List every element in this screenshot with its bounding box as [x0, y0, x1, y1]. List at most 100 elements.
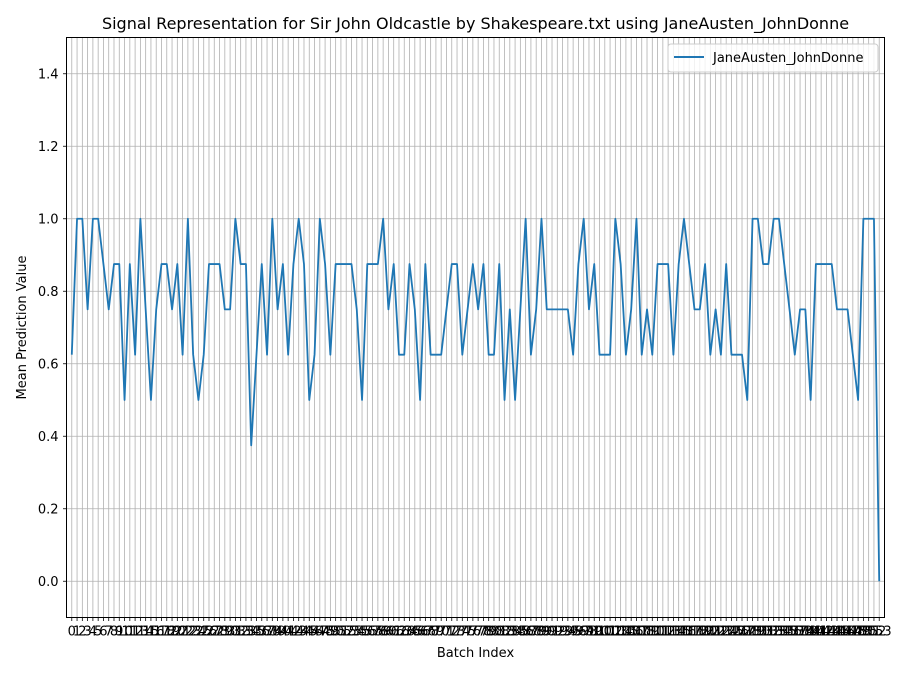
- x-tick-label: 13: [132, 625, 149, 640]
- x-tick-label: 136: [777, 625, 802, 640]
- x-tick-label: 107: [624, 625, 649, 640]
- x-tick-label: 9: [115, 625, 123, 640]
- x-tick-label: 64: [401, 625, 418, 640]
- x-tick-label: 105: [613, 625, 638, 640]
- x-tick-label: 76: [465, 625, 482, 640]
- x-tick-label: 119: [687, 625, 712, 640]
- x-tick-label: 145: [825, 625, 850, 640]
- x-tick-label: 44: [296, 625, 313, 640]
- x-tick-label: 69: [428, 625, 445, 640]
- x-tick-label: 82: [496, 625, 513, 640]
- x-tick-label: 63: [396, 625, 413, 640]
- x-tick-label: 106: [619, 625, 644, 640]
- x-tick-label: 114: [661, 625, 686, 640]
- series-line-janeausten-johndonne: [70, 217, 881, 582]
- x-tick-label: 35: [248, 625, 265, 640]
- series-layer: [70, 217, 881, 582]
- x-tick-label: 101: [592, 625, 617, 640]
- x-tick-label: 97: [575, 625, 592, 640]
- x-axis: 0123456789101112131415161718192021222324…: [68, 617, 892, 640]
- x-tick-label: 135: [772, 625, 797, 640]
- x-tick-label: 100: [587, 625, 612, 640]
- x-tick-label: 6: [99, 625, 107, 640]
- y-tick-label: 0.8: [38, 285, 59, 300]
- x-tick-label: 5: [94, 625, 102, 640]
- y-tick-label: 0.4: [38, 430, 59, 445]
- x-tick-label: 73: [449, 625, 466, 640]
- x-tick-label: 30: [222, 625, 239, 640]
- x-tick-label: 91: [544, 625, 561, 640]
- x-tick-label: 133: [761, 625, 786, 640]
- x-tick-label: 1: [73, 625, 81, 640]
- x-tick-label: 49: [322, 625, 339, 640]
- x-tick-label: 121: [698, 625, 723, 640]
- x-tick-label: 70: [433, 625, 450, 640]
- chart-title: Signal Representation for Sir John Oldca…: [102, 14, 849, 34]
- x-tick-label: 102: [598, 625, 623, 640]
- x-tick-label: 50: [327, 625, 344, 640]
- x-tick-label: 57: [364, 625, 381, 640]
- x-tick-label: 34: [243, 625, 260, 640]
- plot-frame: [66, 37, 885, 618]
- x-tick-label: 96: [570, 625, 587, 640]
- x-tick-label: 117: [677, 625, 702, 640]
- x-grid: [71, 37, 880, 618]
- x-tick-label: 16: [148, 625, 165, 640]
- x-tick-label: 120: [693, 625, 718, 640]
- x-tick-label: 132: [756, 625, 781, 640]
- x-tick-label: 59: [375, 625, 392, 640]
- x-tick-label: 47: [312, 625, 329, 640]
- x-tick-label: 108: [629, 625, 654, 640]
- x-tick-label: 95: [565, 625, 582, 640]
- y-tick-label: 0.6: [38, 357, 59, 372]
- legend-box: [667, 43, 879, 73]
- x-tick-label: 53: [343, 625, 360, 640]
- x-tick-label: 24: [190, 625, 207, 640]
- x-tick-label: 93: [554, 625, 571, 640]
- x-tick-label: 31: [227, 625, 244, 640]
- x-tick-label: 153: [867, 625, 892, 640]
- y-axis: 0.0 0.2 0.4 0.6 0.8 1.0 1.2 1.4: [38, 67, 67, 590]
- x-tick-label: 62: [391, 625, 408, 640]
- x-tick-label: 112: [650, 625, 675, 640]
- y-tick-label: 1.4: [38, 67, 59, 82]
- x-tick-label: 8: [110, 625, 118, 640]
- x-tick-label: 89: [533, 625, 550, 640]
- x-tick-label: 109: [635, 625, 660, 640]
- x-tick-label: 111: [645, 625, 670, 640]
- x-tick-label: 36: [253, 625, 270, 640]
- x-tick-label: 115: [666, 625, 691, 640]
- x-tick-label: 4: [89, 625, 97, 640]
- x-tick-label: 146: [830, 625, 855, 640]
- x-tick-label: 134: [767, 625, 792, 640]
- y-tick-label: 1.0: [38, 212, 59, 227]
- x-tick-label: 25: [195, 625, 212, 640]
- x-tick-label: 118: [682, 625, 707, 640]
- x-tick-label: 88: [528, 625, 545, 640]
- x-tick-label: 32: [232, 625, 249, 640]
- x-tick-label: 66: [412, 625, 429, 640]
- x-tick-label: 58: [370, 625, 387, 640]
- x-tick-label: 18: [158, 625, 175, 640]
- x-tick-label: 27: [206, 625, 223, 640]
- x-tick-label: 40: [275, 625, 292, 640]
- x-tick-label: 99: [586, 625, 603, 640]
- x-tick-label: 12: [127, 625, 144, 640]
- x-tick-label: 129: [740, 625, 765, 640]
- x-tick-label: 98: [581, 625, 598, 640]
- x-tick-label: 140: [798, 625, 823, 640]
- x-tick-label: 55: [354, 625, 371, 640]
- x-tick-label: 28: [211, 625, 228, 640]
- x-tick-label: 128: [735, 625, 760, 640]
- x-tick-label: 79: [480, 625, 497, 640]
- x-tick-label: 86: [517, 625, 534, 640]
- x-tick-label: 54: [348, 625, 365, 640]
- x-tick-label: 41: [280, 625, 297, 640]
- x-tick-label: 151: [856, 625, 881, 640]
- x-tick-label: 139: [793, 625, 818, 640]
- x-tick-label: 22: [180, 625, 197, 640]
- x-tick-label: 75: [459, 625, 476, 640]
- x-tick-label: 20: [169, 625, 186, 640]
- x-tick-label: 144: [819, 625, 844, 640]
- x-tick-label: 17: [153, 625, 170, 640]
